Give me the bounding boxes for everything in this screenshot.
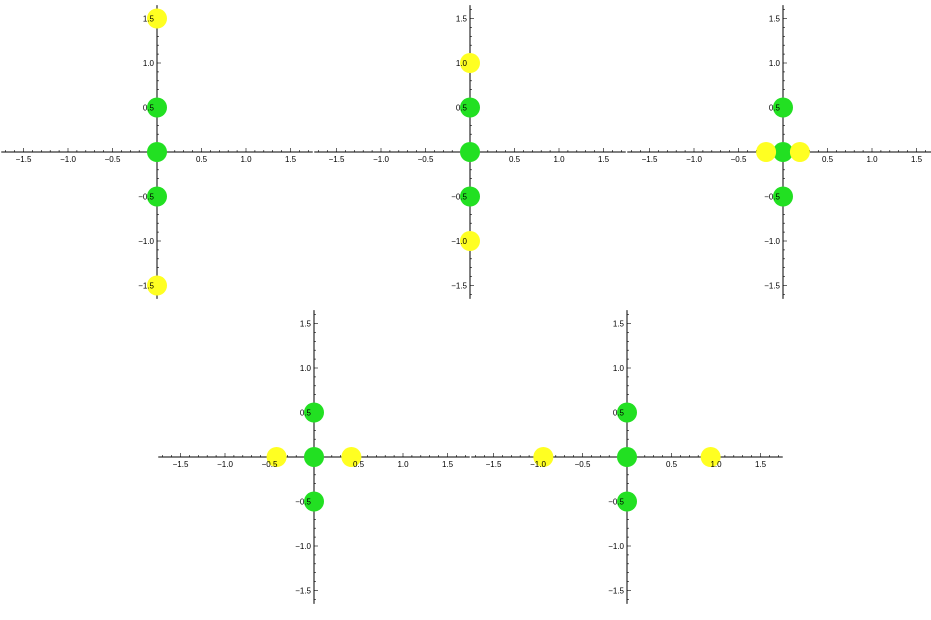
green-point-1 bbox=[147, 97, 167, 118]
y-tick-label: 1.5 bbox=[769, 15, 781, 24]
chart-1: −1.5 −1.0 −0.5 0.5 1.0 1.5 1.5 1.0 0.5 −0.5 −1.0 −1… bbox=[1, 5, 313, 299]
y-tick-label: −0.5 bbox=[295, 498, 311, 507]
yellow-point-2 bbox=[700, 447, 721, 467]
x-tick-label: 0.5 bbox=[666, 460, 678, 469]
x-tick-label: −1.5 bbox=[16, 155, 32, 164]
y-tick-label: 1.5 bbox=[613, 320, 625, 329]
green-point-1 bbox=[460, 97, 480, 118]
x-tick-label: −1.0 bbox=[217, 460, 233, 469]
yellow-point-1 bbox=[266, 447, 287, 467]
green-point-3 bbox=[460, 186, 480, 207]
chart-5: −1.5 −1.0 −0.5 0.5 1.0 1.5 1.5 1.0 0.5 −0.5 −1.0 −1… bbox=[471, 310, 783, 604]
y-tick-label: −1.0 bbox=[608, 542, 624, 551]
green-point-2 bbox=[460, 142, 480, 162]
x-tick-label: 1.0 bbox=[553, 155, 565, 164]
yellow-point-2 bbox=[147, 275, 167, 296]
yellow-point-1 bbox=[147, 8, 167, 29]
x-tick-label: 1.5 bbox=[598, 155, 610, 164]
y-tick-label: 1.5 bbox=[143, 15, 155, 24]
x-tick-label: 1.0 bbox=[866, 155, 878, 164]
y-tick-label: −1.0 bbox=[138, 237, 154, 246]
x-tick-label: −1.0 bbox=[373, 155, 389, 164]
x-tick-label: −1.5 bbox=[486, 460, 502, 469]
chart-4: −1.5 −1.0 −0.5 0.5 1.0 1.5 1.5 1.0 0.5 −0.5 −1.0 −1… bbox=[158, 310, 470, 604]
yellow-point-2 bbox=[341, 447, 362, 467]
x-tick-label: 1.5 bbox=[755, 460, 767, 469]
x-tick-label: −0.5 bbox=[418, 155, 434, 164]
x-tick-label: −1.5 bbox=[329, 155, 345, 164]
yellow-point-2 bbox=[460, 231, 480, 251]
x-tick-label: −1.5 bbox=[642, 155, 658, 164]
y-tick-label: 1.0 bbox=[143, 59, 155, 68]
yellow-point-2 bbox=[789, 142, 810, 162]
chart-3: −1.5 −1.0 −0.5 0.5 1.0 1.5 1.5 1.0 0.5 −0.5 −1.0 −1… bbox=[627, 5, 931, 299]
x-tick-label: 0.5 bbox=[822, 155, 834, 164]
green-point-2 bbox=[304, 447, 324, 467]
y-tick-label: −1.5 bbox=[764, 282, 780, 291]
y-tick-label: 1.0 bbox=[613, 364, 625, 373]
green-point-1 bbox=[304, 402, 324, 423]
y-tick-label: 1.0 bbox=[300, 364, 312, 373]
y-tick-label: 0.5 bbox=[456, 104, 468, 113]
y-tick-label: −1.5 bbox=[295, 587, 311, 596]
yellow-point-1 bbox=[533, 447, 554, 467]
y-tick-label: 1.0 bbox=[769, 59, 781, 68]
x-tick-label: 1.5 bbox=[911, 155, 923, 164]
x-tick-label: 0.5 bbox=[353, 460, 365, 469]
green-point-3 bbox=[304, 491, 324, 512]
y-tick-label: 0.5 bbox=[613, 409, 625, 418]
green-point-1 bbox=[773, 97, 793, 118]
x-tick-label: −0.5 bbox=[262, 460, 278, 469]
y-tick-label: 1.0 bbox=[456, 59, 468, 68]
y-tick-label: 1.5 bbox=[300, 320, 312, 329]
green-point-3 bbox=[147, 186, 167, 207]
x-tick-label: 1.0 bbox=[397, 460, 409, 469]
green-point-3 bbox=[617, 491, 637, 512]
x-tick-label: −0.5 bbox=[575, 460, 591, 469]
y-tick-label: 0.5 bbox=[769, 104, 781, 113]
y-tick-label: −1.0 bbox=[764, 237, 780, 246]
y-tick-label: −0.5 bbox=[138, 193, 154, 202]
x-tick-label: 1.0 bbox=[240, 155, 252, 164]
y-tick-label: −1.5 bbox=[138, 282, 154, 291]
x-tick-label: 1.5 bbox=[442, 460, 454, 469]
y-tick-label: −1.5 bbox=[608, 587, 624, 596]
y-tick-label: −0.5 bbox=[451, 193, 467, 202]
green-point-3 bbox=[773, 186, 793, 207]
x-tick-label: −1.0 bbox=[530, 460, 546, 469]
yellow-point-1 bbox=[460, 53, 480, 73]
green-point-2 bbox=[773, 142, 793, 162]
x-tick-label: −0.5 bbox=[731, 155, 747, 164]
x-tick-label: 1.5 bbox=[285, 155, 297, 164]
x-tick-label: −1.5 bbox=[173, 460, 189, 469]
x-tick-label: −1.0 bbox=[60, 155, 76, 164]
y-tick-label: −1.5 bbox=[451, 282, 467, 291]
x-tick-label: 1.0 bbox=[710, 460, 722, 469]
y-tick-label: −0.5 bbox=[608, 498, 624, 507]
chart-2: −1.5 −1.0 −0.5 0.5 1.0 1.5 1.5 1.0 0.5 −0.5 −1.0 −1… bbox=[314, 5, 626, 299]
y-tick-label: 0.5 bbox=[300, 409, 312, 418]
green-point-1 bbox=[617, 402, 637, 423]
y-tick-label: 1.5 bbox=[456, 15, 468, 24]
x-tick-label: 0.5 bbox=[509, 155, 521, 164]
yellow-point-1 bbox=[756, 142, 777, 162]
x-tick-label: −0.5 bbox=[105, 155, 121, 164]
x-tick-label: −1.0 bbox=[686, 155, 702, 164]
green-point-2 bbox=[617, 447, 637, 467]
green-point-2 bbox=[147, 142, 167, 162]
x-tick-label: 0.5 bbox=[196, 155, 208, 164]
y-tick-label: −1.0 bbox=[295, 542, 311, 551]
y-tick-label: −1.0 bbox=[451, 237, 467, 246]
y-tick-label: 0.5 bbox=[143, 104, 155, 113]
y-tick-label: −0.5 bbox=[764, 193, 780, 202]
